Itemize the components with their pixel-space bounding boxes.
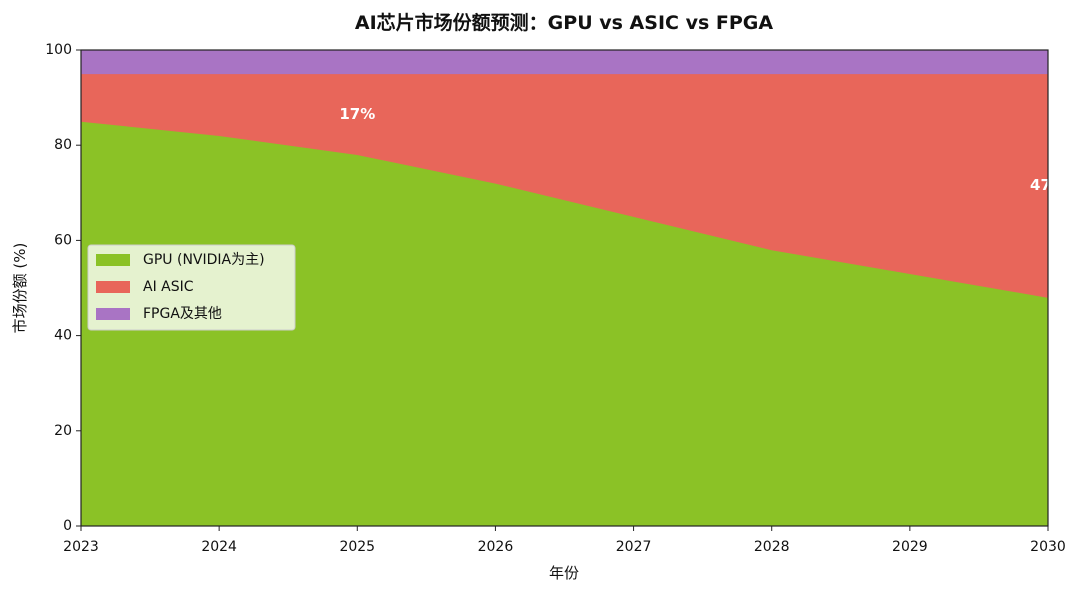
- y-axis-label: 市场份额 (%): [11, 243, 29, 334]
- legend-label-fpga: FPGA及其他: [143, 306, 222, 322]
- x-axis-label: 年份: [549, 564, 579, 582]
- area-fpga: [81, 50, 1048, 75]
- legend-label-gpu-nvidia: GPU (NVIDIA为主): [143, 252, 265, 268]
- chart-title: AI芯片市场份额预测：GPU vs ASIC vs FPGA: [355, 11, 773, 34]
- x-tick-label: 2025: [339, 539, 375, 555]
- legend-swatch-gpu-nvidia: [96, 254, 130, 266]
- y-tick-label: 60: [54, 232, 72, 248]
- x-axis: 2023 2024 2025 2026 2027 2028 2029 2030: [63, 526, 1066, 555]
- annotation-label: 17%: [339, 105, 375, 123]
- x-tick-label: 2028: [754, 539, 790, 555]
- legend-swatch-fpga: [96, 308, 130, 320]
- x-tick-label: 2024: [201, 539, 237, 555]
- area-layer: [81, 50, 1048, 526]
- y-tick-label: 80: [54, 137, 72, 153]
- annotation-label: 47%: [1030, 176, 1066, 194]
- y-axis: 0 20 40 60 80 100: [45, 42, 81, 534]
- plot-frame: [80, 49, 1049, 527]
- y-tick-label: 100: [45, 42, 72, 58]
- legend-swatch-ai-asic: [96, 281, 130, 293]
- legend: GPU (NVIDIA为主) AI ASIC FPGA及其他: [87, 244, 296, 331]
- x-tick-label: 2023: [63, 539, 99, 555]
- x-tick-label: 2030: [1030, 539, 1066, 555]
- y-tick-label: 40: [54, 328, 72, 344]
- x-tick-label: 2026: [478, 539, 514, 555]
- x-tick-label: 2027: [616, 539, 652, 555]
- annotation-layer: 17% 47%: [339, 105, 1066, 194]
- legend-label-ai-asic: AI ASIC: [143, 279, 194, 295]
- x-tick-label: 2029: [892, 539, 928, 555]
- y-tick-label: 20: [54, 423, 72, 439]
- legend-frame: [87, 244, 296, 331]
- y-tick-label: 0: [63, 518, 72, 534]
